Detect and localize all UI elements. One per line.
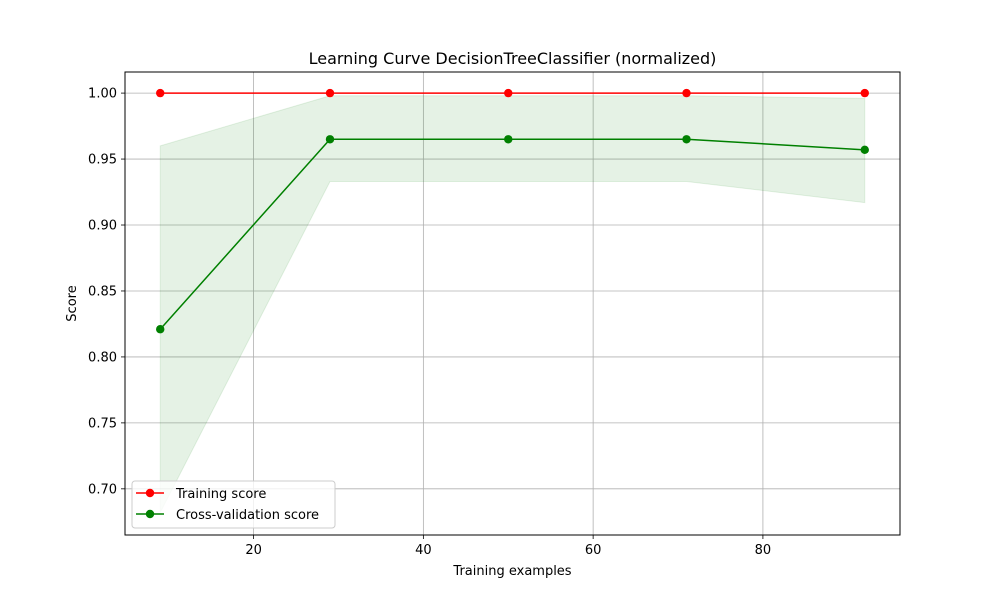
point-training <box>860 88 869 98</box>
legend-label-training: Training score <box>175 487 266 502</box>
legend: Training score Cross-validation score <box>131 480 336 529</box>
point-cross-validation <box>325 135 335 144</box>
x-axis-label: Training examples <box>452 564 571 579</box>
y-tick-label: 0.85 <box>88 284 117 299</box>
legend-box <box>131 480 336 529</box>
y-axis-ticks: 0.70 0.75 0.80 0.85 0.90 0.95 1.00 <box>88 87 125 497</box>
point-cross-validation <box>860 145 869 155</box>
chart-title: Learning Curve DecisionTreeClassifier (n… <box>309 49 717 68</box>
point-training <box>156 88 165 98</box>
y-tick-label: 0.75 <box>88 416 117 431</box>
point-cross-validation <box>504 135 513 144</box>
legend-label-cross-validation: Cross-validation score <box>176 508 319 523</box>
x-tick-label: 60 <box>585 543 602 558</box>
point-training <box>682 88 691 98</box>
x-tick-label: 20 <box>245 543 262 558</box>
y-tick-label: 0.80 <box>88 350 117 365</box>
x-tick-label: 40 <box>415 543 432 558</box>
point-training <box>325 88 335 98</box>
legend-marker-training <box>145 488 155 498</box>
point-cross-validation <box>682 135 691 144</box>
series-markers <box>156 88 869 334</box>
x-axis-ticks: 20 40 60 80 <box>245 535 771 558</box>
point-training <box>504 88 513 98</box>
y-axis-label: Score <box>65 285 80 321</box>
plot-frame <box>124 71 901 536</box>
band-cross-validation <box>159 95 866 513</box>
legend-marker-cross-validation <box>145 509 155 519</box>
y-tick-label: 1.00 <box>88 87 117 102</box>
point-cross-validation <box>156 325 165 334</box>
y-tick-label: 0.95 <box>88 153 117 168</box>
y-tick-label: 0.70 <box>88 482 117 497</box>
y-tick-label: 0.90 <box>88 219 117 234</box>
x-tick-label: 80 <box>755 543 772 558</box>
